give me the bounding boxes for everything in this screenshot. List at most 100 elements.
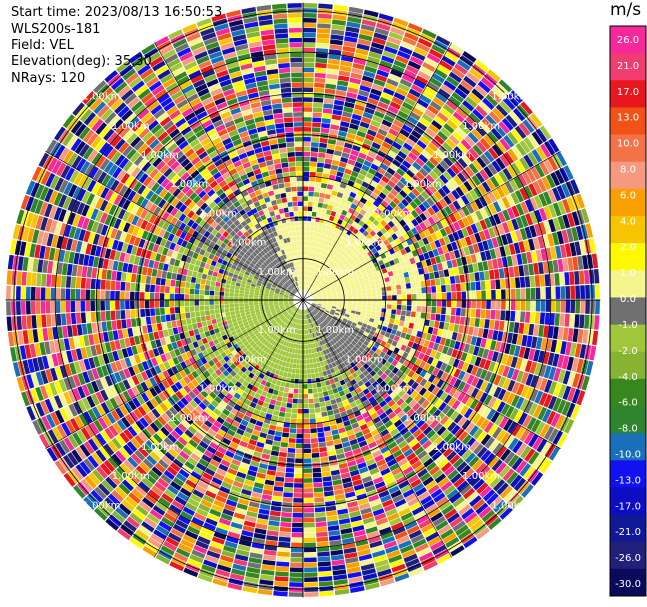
velocity-gate	[346, 229, 352, 236]
velocity-gate	[281, 432, 290, 438]
velocity-gate	[398, 210, 407, 219]
velocity-gate	[343, 240, 350, 246]
velocity-gate	[422, 177, 432, 187]
velocity-gate	[472, 243, 480, 254]
velocity-gate	[475, 309, 481, 318]
velocity-gate	[390, 240, 397, 248]
velocity-gate	[396, 309, 402, 316]
velocity-gate	[593, 268, 600, 284]
velocity-gate	[589, 345, 597, 361]
velocity-gate	[313, 92, 324, 98]
velocity-gate	[506, 332, 513, 344]
velocity-gate	[455, 107, 468, 119]
velocity-gate	[332, 301, 338, 304]
velocity-gate	[362, 14, 378, 23]
velocity-gate	[325, 225, 331, 231]
velocity-gate	[348, 154, 358, 161]
velocity-gate	[432, 264, 439, 272]
velocity-gate	[389, 163, 399, 172]
velocity-gate	[540, 287, 546, 300]
velocity-gate	[350, 310, 356, 314]
velocity-gate	[311, 216, 316, 222]
velocity-gate	[307, 206, 313, 212]
velocity-gate	[396, 284, 402, 290]
velocity-gate	[321, 273, 326, 278]
velocity-gate	[474, 125, 487, 137]
velocity-gate	[372, 175, 381, 184]
velocity-gate	[279, 531, 291, 538]
velocity-gate	[500, 278, 506, 289]
velocity-gate	[475, 221, 483, 232]
velocity-gate	[336, 259, 342, 265]
velocity-gate	[458, 324, 465, 334]
velocity-gate	[539, 125, 552, 140]
velocity-gate	[311, 211, 317, 217]
velocity-gate	[335, 274, 340, 279]
velocity-gate	[428, 184, 437, 194]
velocity-gate	[312, 284, 316, 289]
velocity-gate	[488, 227, 496, 238]
velocity-gate	[465, 225, 474, 236]
velocity-gate	[483, 134, 495, 147]
velocity-gate	[359, 280, 365, 285]
velocity-gate	[394, 137, 405, 146]
velocity-gate	[339, 256, 345, 262]
velocity-gate	[312, 301, 318, 303]
velocity-gate	[524, 199, 534, 213]
velocity-gate	[352, 265, 359, 271]
velocity-gate	[342, 293, 347, 296]
velocity-gate	[225, 315, 232, 321]
velocity-gate	[445, 181, 455, 192]
velocity-gate	[470, 281, 476, 291]
velocity-gate	[382, 158, 392, 167]
velocity-gate	[397, 300, 402, 305]
velocity-gate	[509, 111, 522, 125]
velocity-gate	[343, 268, 349, 273]
velocity-gate	[408, 322, 415, 329]
velocity-gate	[327, 138, 337, 145]
velocity-gate	[425, 127, 437, 138]
velocity-gate	[303, 196, 308, 201]
velocity-gate	[304, 542, 316, 548]
velocity-gate	[409, 276, 416, 283]
velocity-gate	[303, 250, 306, 256]
velocity-gate	[371, 288, 377, 293]
velocity-gate	[290, 552, 303, 558]
velocity-gate	[319, 142, 328, 149]
velocity-gate	[415, 215, 423, 224]
velocity-gate	[310, 226, 315, 232]
velocity-gate	[285, 467, 295, 473]
velocity-gate	[460, 169, 471, 180]
velocity-gate	[264, 397, 271, 404]
velocity-gate	[456, 257, 463, 267]
velocity-gate	[356, 308, 362, 313]
velocity-gate	[383, 114, 395, 123]
velocity-gate	[393, 257, 400, 265]
velocity-gate	[321, 178, 329, 184]
velocity-gate	[472, 327, 479, 337]
velocity-gate	[326, 235, 331, 242]
velocity-gate	[387, 150, 397, 159]
velocity-gate	[325, 83, 337, 90]
velocity-gate	[330, 287, 336, 291]
velocity-gate	[343, 106, 354, 114]
velocity-gate	[363, 253, 369, 260]
velocity-gate	[297, 408, 303, 414]
velocity-gate	[295, 369, 300, 374]
velocity-gate	[334, 258, 339, 264]
velocity-gate	[303, 211, 308, 216]
velocity-gate	[426, 306, 432, 313]
velocity-gate	[461, 334, 468, 343]
velocity-gate	[498, 170, 509, 183]
velocity-gate	[402, 160, 412, 169]
velocity-gate	[309, 282, 312, 287]
velocity-gate	[298, 379, 303, 384]
velocity-gate	[326, 290, 332, 294]
velocity-gate	[288, 592, 303, 597]
velocity-gate	[370, 120, 381, 128]
velocity-gate	[564, 243, 572, 258]
velocity-gate	[327, 247, 333, 253]
velocity-gate	[303, 216, 308, 221]
velocity-gate	[333, 438, 342, 445]
velocity-gate	[275, 571, 289, 577]
